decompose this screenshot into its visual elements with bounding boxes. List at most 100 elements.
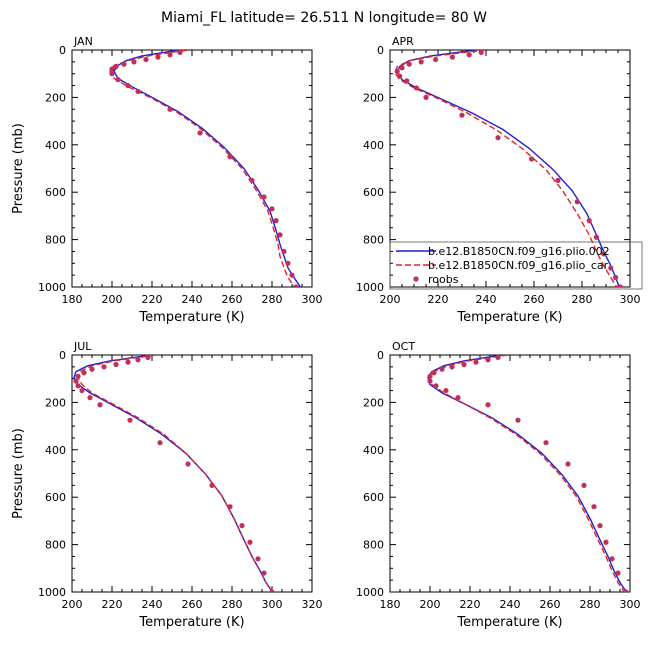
x-tick-label: 300 xyxy=(302,293,323,306)
roobs-point xyxy=(461,361,467,368)
roobs-point xyxy=(543,440,549,446)
plio-car-line xyxy=(394,50,618,287)
panel-apr: 200 220 240 260 280 300 0 200 400 600 800 1000 APR Te… xyxy=(356,35,641,325)
x-tick-label: 200 xyxy=(380,293,401,306)
plio-car-line xyxy=(109,50,296,287)
roobs-point xyxy=(185,461,191,467)
y-tick-label: 600 xyxy=(45,491,66,504)
roobs-point xyxy=(586,218,592,224)
x-tick-label: 280 xyxy=(222,598,243,611)
x-tick-label: 240 xyxy=(182,293,203,306)
roobs-point xyxy=(75,383,81,389)
x-tick-label: 260 xyxy=(540,598,561,611)
roobs-point xyxy=(197,130,203,136)
roobs-point xyxy=(281,248,287,255)
panel-jul: 200 220 240 260 280 300 320 0 200 400 600 800 1000 JU… xyxy=(11,340,323,630)
y-tick-label: 0 xyxy=(377,44,384,57)
roobs-point xyxy=(177,50,183,55)
y-tick-label: 800 xyxy=(363,539,384,552)
panel-label: OCT xyxy=(392,340,415,353)
x-tick-label: 260 xyxy=(222,293,243,306)
roobs-point xyxy=(478,50,484,55)
roobs-point xyxy=(404,78,410,84)
plot-data xyxy=(394,50,623,287)
y-tick-label: 400 xyxy=(363,139,384,152)
roobs-point xyxy=(406,61,412,67)
roobs-point xyxy=(131,59,137,65)
roobs-point xyxy=(613,274,619,281)
roobs-point xyxy=(485,402,491,408)
x-tick-label: 220 xyxy=(460,598,481,611)
legend-box xyxy=(389,241,643,290)
legend-label: b.e12.B1850CN.f09_g16.plio.002 xyxy=(428,245,610,258)
y-tick-label: 200 xyxy=(45,396,66,409)
roobs-point xyxy=(269,206,275,212)
roobs-point xyxy=(433,383,439,389)
roobs-point xyxy=(75,373,81,379)
roobs-point xyxy=(81,370,87,376)
roobs-point xyxy=(247,539,253,545)
y-tick-label: 1000 xyxy=(356,281,384,294)
roobs-point xyxy=(443,387,449,394)
roobs-point xyxy=(125,82,131,89)
roobs-point xyxy=(157,440,163,446)
x-tick-label: 200 xyxy=(420,598,441,611)
roobs-point xyxy=(155,54,161,60)
roobs-point xyxy=(167,106,173,112)
x-tick-label: 260 xyxy=(182,598,203,611)
x-axis-label: Temperature (K) xyxy=(138,615,244,630)
x-axis-label: Temperature (K) xyxy=(138,310,244,325)
y-tick-label: 200 xyxy=(363,91,384,104)
panel-oct: 180 200 220 240 260 280 300 0 200 400 600 800 1000 OC… xyxy=(356,340,641,630)
y-tick-label: 800 xyxy=(45,234,66,247)
roobs-point xyxy=(617,284,623,287)
panel-label: JAN xyxy=(73,35,93,48)
plot-data xyxy=(427,355,629,592)
panel-jan: 180 200 220 240 260 280 300 0 200 400 600 800 1000 JA… xyxy=(11,35,323,325)
roobs-point xyxy=(101,364,107,370)
roobs-point xyxy=(73,378,79,384)
roobs-point xyxy=(143,56,149,63)
roobs-point xyxy=(227,504,233,510)
y-tick-label: 0 xyxy=(377,349,384,362)
roobs-point xyxy=(574,199,580,205)
x-tick-label: 240 xyxy=(500,598,521,611)
x-tick-label: 180 xyxy=(380,598,401,611)
roobs-point xyxy=(609,556,615,562)
roobs-point xyxy=(427,378,433,384)
roobs-point xyxy=(555,177,561,183)
roobs-point xyxy=(423,94,429,100)
panel-label: JUL xyxy=(73,340,92,353)
roobs-point xyxy=(135,357,141,363)
roobs-point xyxy=(455,395,461,401)
roobs-point xyxy=(495,135,501,141)
roobs-point xyxy=(239,523,245,529)
roobs-point xyxy=(125,359,131,365)
roobs-point xyxy=(285,260,291,266)
panels: 180 200 220 240 260 280 300 0 200 400 600 800 1000 JA… xyxy=(11,35,641,630)
legend-label: roobs xyxy=(428,273,459,286)
roobs-point xyxy=(615,570,621,576)
y-tick-label: 400 xyxy=(45,444,66,457)
roobs-point xyxy=(581,482,587,488)
roobs-point xyxy=(449,54,455,60)
plio-002-line xyxy=(113,50,302,287)
roobs-point xyxy=(601,251,607,257)
roobs-point xyxy=(79,387,85,394)
y-tick-label: 0 xyxy=(59,349,66,362)
roobs-point xyxy=(255,556,261,562)
legend-swatch xyxy=(413,276,419,282)
roobs-point xyxy=(293,284,299,287)
x-tick-label: 300 xyxy=(262,598,283,611)
y-tick-label: 600 xyxy=(363,186,384,199)
roobs-point xyxy=(97,402,103,408)
x-tick-label: 260 xyxy=(524,293,545,306)
plio-002-line xyxy=(73,355,274,592)
roobs-point xyxy=(459,112,465,118)
y-tick-label: 200 xyxy=(363,396,384,409)
x-tick-label: 220 xyxy=(142,293,163,306)
x-tick-label: 300 xyxy=(620,598,641,611)
roobs-point xyxy=(115,77,121,83)
roobs-point xyxy=(433,56,439,63)
roobs-point xyxy=(109,66,115,72)
